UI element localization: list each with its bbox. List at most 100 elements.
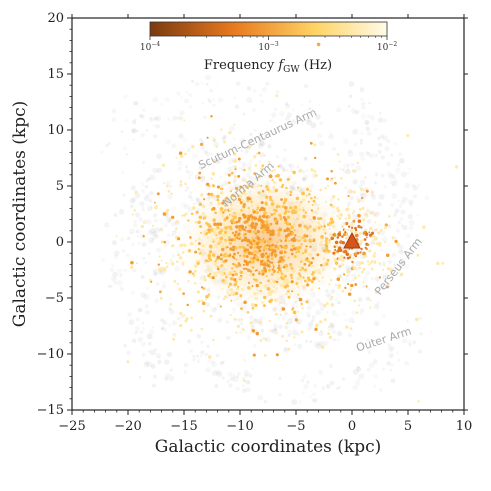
arm-point xyxy=(282,157,288,163)
arm-point xyxy=(138,375,142,379)
arm-point xyxy=(263,399,268,404)
data-point xyxy=(334,248,337,251)
arm-point xyxy=(325,384,331,389)
data-point xyxy=(199,142,204,147)
arm-point xyxy=(335,298,338,301)
data-point xyxy=(262,207,266,211)
data-point xyxy=(239,294,243,298)
data-point xyxy=(343,273,346,276)
arm-point xyxy=(360,155,366,162)
arm-point xyxy=(303,157,308,162)
data-point xyxy=(315,225,319,229)
data-point xyxy=(224,226,228,230)
data-point xyxy=(376,231,380,235)
arm-point xyxy=(131,338,137,343)
arm-point xyxy=(235,386,240,391)
data-point xyxy=(239,254,242,257)
data-point xyxy=(171,244,175,248)
data-point xyxy=(234,246,238,250)
data-point xyxy=(271,261,274,264)
data-point xyxy=(283,255,286,258)
arm-point xyxy=(381,236,388,243)
arm-point xyxy=(245,379,251,385)
arm-point xyxy=(212,98,215,102)
data-point xyxy=(301,198,305,202)
data-point xyxy=(301,236,305,239)
arm-point xyxy=(201,146,205,150)
data-point xyxy=(300,243,303,246)
data-point xyxy=(248,224,251,227)
arm-point xyxy=(348,317,355,323)
data-point xyxy=(290,280,294,284)
arm-point xyxy=(352,178,358,185)
data-point xyxy=(228,294,231,297)
data-point xyxy=(254,222,258,226)
arm-point xyxy=(259,152,265,158)
arm-point xyxy=(374,128,378,132)
data-point xyxy=(189,236,192,239)
data-point xyxy=(317,217,321,221)
data-point xyxy=(264,201,268,205)
data-point xyxy=(212,276,215,280)
data-point xyxy=(234,291,239,296)
data-point xyxy=(297,264,301,268)
data-point xyxy=(254,182,256,185)
data-point xyxy=(207,230,211,234)
arm-point xyxy=(205,160,212,166)
arm-point xyxy=(287,334,291,337)
arm-point xyxy=(267,144,272,149)
data-point xyxy=(251,243,254,246)
arm-point xyxy=(111,117,117,122)
data-point xyxy=(270,254,273,257)
data-point xyxy=(214,211,217,215)
arm-point xyxy=(126,236,131,241)
data-point xyxy=(332,251,336,255)
data-point xyxy=(254,303,258,307)
data-point xyxy=(176,282,180,286)
colorbar-tick-label: 10−4 xyxy=(140,41,160,53)
data-point xyxy=(369,262,372,265)
arm-point xyxy=(398,244,404,250)
data-point xyxy=(314,327,318,331)
arm-point xyxy=(342,138,349,145)
data-point xyxy=(244,260,248,264)
data-point xyxy=(325,262,329,266)
data-point xyxy=(310,288,313,291)
data-point xyxy=(345,232,348,236)
data-point xyxy=(262,214,266,219)
arm-point xyxy=(239,138,246,145)
arm-point xyxy=(387,343,392,347)
data-point xyxy=(306,248,308,250)
arm-point xyxy=(389,180,394,185)
arm-point xyxy=(205,152,210,157)
arm-point xyxy=(245,373,249,377)
data-point xyxy=(249,245,253,249)
arm-point xyxy=(391,363,394,367)
arm-point xyxy=(116,268,123,274)
arm-point xyxy=(131,128,137,134)
data-point xyxy=(417,400,420,403)
data-point xyxy=(341,258,345,262)
arm-point xyxy=(132,120,137,125)
data-point xyxy=(130,265,134,269)
arm-point xyxy=(153,272,158,277)
arm-point xyxy=(149,329,155,335)
data-point xyxy=(181,214,184,217)
data-point xyxy=(230,190,232,193)
data-point xyxy=(227,253,230,256)
data-point xyxy=(283,245,288,250)
data-point xyxy=(285,321,289,325)
arm-point xyxy=(147,341,152,346)
data-point xyxy=(299,249,303,253)
arm-point xyxy=(386,361,391,366)
arm-point xyxy=(319,302,324,307)
data-point xyxy=(287,200,290,203)
data-point xyxy=(388,215,391,218)
data-point xyxy=(264,284,268,288)
data-point xyxy=(184,152,187,156)
data-point xyxy=(222,211,225,214)
data-point xyxy=(281,260,284,263)
data-point xyxy=(343,233,346,237)
data-point xyxy=(288,239,291,242)
arm-point xyxy=(184,189,188,192)
